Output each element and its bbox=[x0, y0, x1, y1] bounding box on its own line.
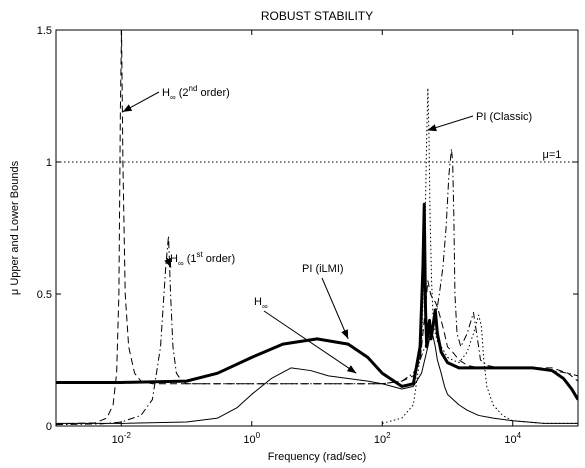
series-line-5 bbox=[56, 333, 578, 424]
y-axis-label: μ Upper and Lower Bounds bbox=[9, 160, 21, 295]
annotation-arrow bbox=[164, 257, 172, 268]
series-group bbox=[56, 30, 578, 426]
annotation-label: H∞ bbox=[254, 296, 268, 311]
x-tick-label: 102 bbox=[374, 431, 391, 446]
y-tick-label: 0 bbox=[46, 421, 52, 433]
annotation-arrow bbox=[321, 277, 349, 340]
reference-line-group: μ=1 bbox=[56, 149, 578, 163]
annotation-arrow bbox=[427, 115, 474, 132]
x-tick-label: 10-2 bbox=[112, 431, 132, 446]
x-tick-label: 100 bbox=[243, 431, 260, 446]
x-tick-label: 104 bbox=[504, 431, 521, 446]
annotation-label: PI (iLMI) bbox=[302, 263, 344, 275]
series-line-2 bbox=[56, 148, 578, 426]
plot-area bbox=[55, 29, 579, 427]
series-line-3 bbox=[382, 87, 578, 424]
x-axis-label: Frequency (rad/sec) bbox=[268, 451, 366, 463]
y-tick-label: 1 bbox=[46, 157, 52, 169]
annotation-label: H∞ (2nd order) bbox=[162, 84, 230, 102]
annotation-arrow bbox=[122, 91, 160, 113]
y-tick-label: 1.5 bbox=[37, 25, 52, 37]
annotation-label: H∞ (1st order) bbox=[170, 250, 235, 268]
chart-title: ROBUST STABILITY bbox=[261, 9, 373, 23]
series-line-4 bbox=[56, 202, 578, 401]
annotations-group: H∞ (2nd order) H∞ (1st order) PI (Classic)… bbox=[122, 84, 532, 374]
ticks-group: 10-2 100 102 104 0 0.5 1 1.5 bbox=[37, 25, 578, 446]
annotation-label: PI (Classic) bbox=[476, 111, 532, 123]
reference-line-label: μ=1 bbox=[543, 149, 562, 161]
annotation-arrow bbox=[263, 310, 357, 374]
y-tick-label: 0.5 bbox=[37, 289, 52, 301]
